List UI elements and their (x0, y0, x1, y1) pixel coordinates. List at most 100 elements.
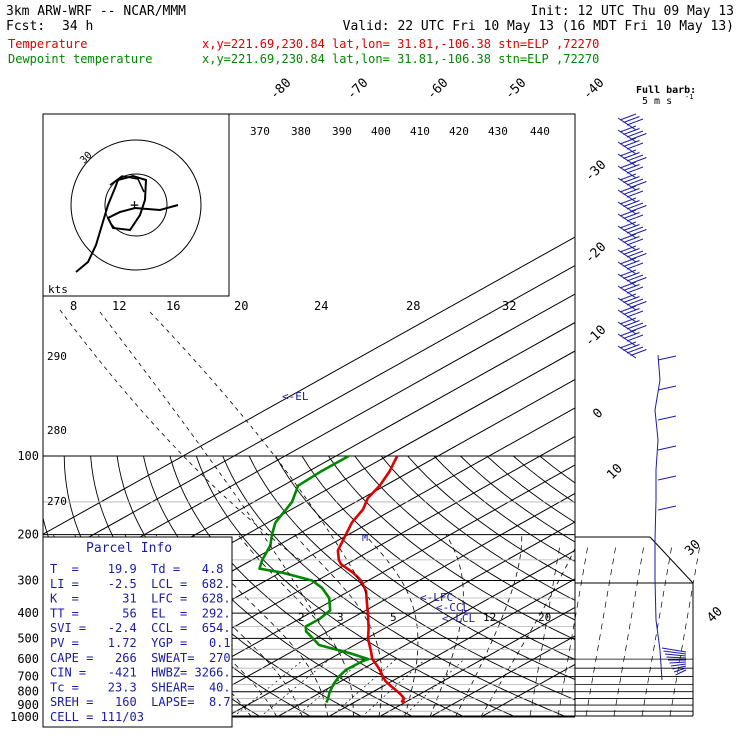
pressure-tick-label: 300 (17, 574, 39, 588)
parcel-info-row: CELL = 111/03 (50, 710, 144, 724)
mixing-ratio-tick-label: 20 (538, 611, 551, 624)
pressure-tick-label: 800 (17, 685, 39, 699)
wind-barb-feather (623, 260, 640, 267)
wind-barb-cluster (663, 650, 687, 655)
wind-profile-staff (654, 354, 663, 681)
wind-barb-feather (626, 250, 644, 258)
wind-barb-feather (619, 245, 637, 253)
wind-barb-feather (623, 296, 640, 303)
wind-barb-feather (623, 164, 640, 171)
profile-lines (258, 454, 406, 704)
frame-extension-line (649, 536, 694, 584)
mixing-ratio-line (296, 658, 364, 716)
hodograph-frame (42, 113, 230, 297)
lcl-marker: <-LCL (442, 612, 475, 625)
wind-barbs (617, 113, 687, 681)
wind-barb-feather (626, 166, 644, 174)
wind-barb-feather (619, 197, 637, 205)
pressure-tick-label: 100 (17, 449, 39, 463)
theta-tick-label: 400 (371, 125, 391, 138)
isotherm-line (176, 492, 575, 716)
barb-legend-line2: 5 m s (642, 96, 672, 107)
wind-barb-feather (623, 284, 640, 291)
barb-legend-exponent: -1 (685, 93, 693, 101)
parcel-info-box: Parcel Info T = 19.9 Td = 4.8LI = -2.5 L… (42, 536, 233, 728)
isotherm-line (329, 578, 575, 716)
hodograph-ring-tick-label: 12 (112, 299, 126, 313)
wind-barb-feather (630, 157, 647, 164)
wind-barb-feather (626, 274, 644, 282)
moist-adiabat-line (364, 534, 419, 716)
moist-adiabat-extension (529, 544, 561, 717)
pressure-tick-label: 1000 (10, 710, 39, 724)
dry-adiabat-line (407, 455, 575, 582)
header-init: Init: 12 UTC Thu 09 May 13 (531, 4, 735, 19)
parcel-info-row: LI = -2.5 LCL = 682. (50, 577, 231, 591)
wind-barb-feather (623, 344, 640, 351)
parcel-info-row: K = 31 LFC = 628. (50, 592, 231, 606)
dry-adiabat-line (380, 455, 575, 601)
barb-legend: Full barb: 5 m s -1 (636, 85, 696, 107)
mixing-ratio-tick-label: 12 (483, 611, 496, 624)
hodograph-ring-tick-label: 24 (314, 299, 328, 313)
wind-barb-feather (619, 233, 637, 241)
mixing-ratio-tick-label: 2 (298, 611, 305, 624)
pressure-tick-label: 200 (17, 528, 39, 542)
hodograph-ring-outer (70, 139, 202, 271)
wind-barb-feather (623, 140, 640, 147)
wind-barb-feather (630, 325, 647, 332)
wind-barb-feather (626, 154, 644, 162)
wind-barb-feather (619, 257, 637, 265)
wind-barb-feather (623, 332, 640, 339)
parcel-info-row: Tc = 23.3 SHEAR= 40. (50, 680, 231, 694)
isotherm-line (74, 435, 575, 716)
isotherm-line (278, 549, 575, 716)
isotherm-line (43, 264, 575, 564)
wind-barb-feather (623, 128, 640, 135)
wind-barb-feather (626, 346, 644, 354)
wind-barb-feather (619, 269, 637, 277)
wind-barb-feather (623, 236, 640, 243)
isotherm-line (43, 293, 575, 592)
temperature-line (336, 455, 406, 704)
wind-barb-feather (626, 286, 644, 294)
parcel-info-frame (42, 536, 233, 728)
wind-barb-feather (630, 349, 647, 356)
isotherm-line (380, 606, 575, 716)
theta-tick-label: 290 (47, 350, 67, 363)
hodograph-origin-mark: + (130, 196, 139, 214)
parcel-info-row: T = 19.9 Td = 4.8 (50, 562, 223, 576)
hodograph-ring-tick-label: 20 (234, 299, 248, 313)
wind-barb-feather (630, 133, 647, 140)
theta-tick-label: 390 (332, 125, 352, 138)
wind-barb-feather (657, 385, 677, 391)
hodograph-ring-tick-label: 16 (166, 299, 180, 313)
wind-barb-feather (619, 161, 637, 169)
wind-barb-feather (619, 281, 637, 289)
wind-barb-feather (630, 277, 647, 284)
wind-barb-feather (626, 142, 644, 150)
wind-barb-cluster (669, 661, 687, 664)
wind-barb-cluster (673, 667, 687, 673)
level-annotations: <-EL <-LFC<-CCL<-LCL M (282, 390, 475, 625)
wind-barb-feather (630, 181, 647, 188)
wind-barb-feather (630, 253, 647, 260)
parcel-info-row: CAPE = 266 SWEAT= 270 (50, 651, 231, 665)
wind-barb-feather (626, 262, 644, 270)
moist-adiabat-extension (669, 544, 701, 717)
parcel-info-row: CIN = -421 HWBZ= 3266. (50, 666, 231, 680)
wind-barb-feather (623, 308, 640, 315)
header-fcst-value: 34 h (62, 19, 93, 34)
wind-barb-feather (630, 229, 647, 236)
hodograph-ring-tick-label: 32 (502, 299, 516, 313)
wind-barb-feather (626, 118, 644, 126)
mixing-ratio-tick-label: 3 (337, 611, 344, 624)
dry-adiabat-line (248, 455, 575, 701)
wind-barb-feather (623, 272, 640, 279)
moist-adiabat-extension (557, 544, 589, 717)
legend-dewpoint-location: x,y=221.69,230.84 lat,lon= 31.81,-106.38… (202, 52, 599, 66)
hodograph-ring-tick-label: 8 (70, 299, 77, 313)
wind-barb-feather (626, 214, 644, 222)
